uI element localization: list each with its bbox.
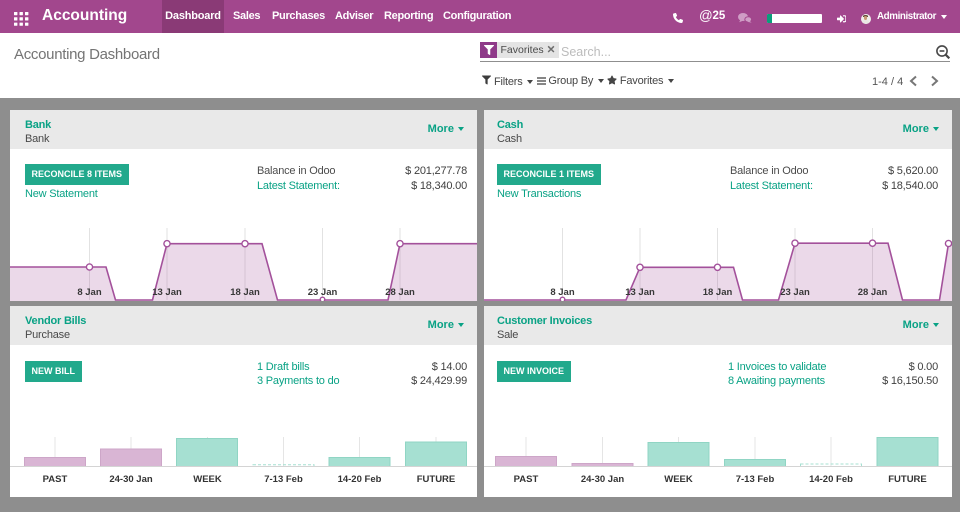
svg-text:14-20 Feb: 14-20 Feb xyxy=(338,474,382,485)
svg-text:8 Jan: 8 Jan xyxy=(550,287,574,298)
svg-text:23 Jan: 23 Jan xyxy=(780,287,810,298)
svg-text:PAST: PAST xyxy=(514,474,539,485)
svg-text:18 Jan: 18 Jan xyxy=(230,287,260,298)
svg-text:28 Jan: 28 Jan xyxy=(385,287,415,298)
svg-text:WEEK: WEEK xyxy=(193,474,222,485)
svg-text:13 Jan: 13 Jan xyxy=(152,287,182,298)
svg-text:24-30 Jan: 24-30 Jan xyxy=(109,474,153,485)
svg-text:24-30 Jan: 24-30 Jan xyxy=(581,474,625,485)
svg-text:28 Jan: 28 Jan xyxy=(858,287,888,298)
svg-text:PAST: PAST xyxy=(43,474,68,485)
svg-text:13 Jan: 13 Jan xyxy=(625,287,655,298)
svg-text:8 Jan: 8 Jan xyxy=(77,287,101,298)
svg-text:FUTURE: FUTURE xyxy=(417,474,456,485)
svg-text:14-20 Feb: 14-20 Feb xyxy=(809,474,853,485)
svg-text:7-13 Feb: 7-13 Feb xyxy=(736,474,775,485)
svg-text:WEEK: WEEK xyxy=(664,474,693,485)
svg-text:7-13 Feb: 7-13 Feb xyxy=(264,474,303,485)
svg-text:FUTURE: FUTURE xyxy=(888,474,927,485)
svg-text:23 Jan: 23 Jan xyxy=(308,287,338,298)
svg-text:18 Jan: 18 Jan xyxy=(703,287,733,298)
